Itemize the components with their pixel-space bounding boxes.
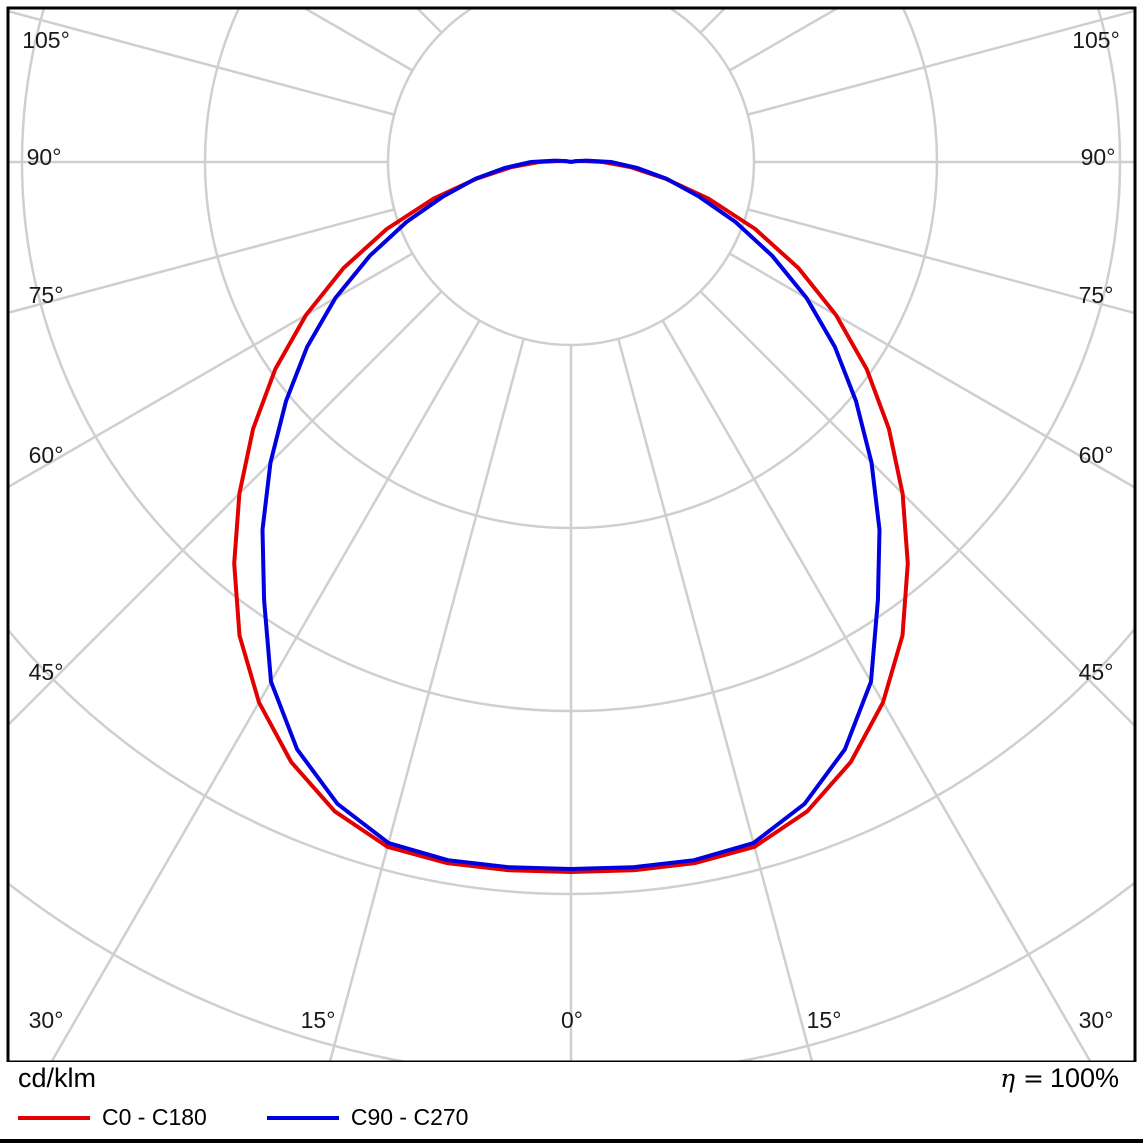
- angle-label: 15°: [807, 1007, 842, 1033]
- grid-radial-line: [8, 9, 395, 116]
- legend-label: C0 - C180: [102, 1104, 207, 1130]
- grid-ring: [386, 8, 756, 347]
- angle-label: 45°: [1079, 659, 1114, 685]
- legend-label: C90 - C270: [350, 1104, 469, 1130]
- grid-radial-line: [699, 290, 1135, 728]
- legend-item: C90 - C270: [266, 1104, 469, 1131]
- grid-radial-line: [49, 319, 481, 1062]
- angle-label: 30°: [1079, 1007, 1114, 1033]
- legend-item: C0 - C180: [18, 1104, 207, 1131]
- grid-radial-line: [0, 0, 480, 4]
- grid-radial-line: [8, 208, 395, 315]
- angle-label: 90°: [1081, 144, 1116, 170]
- grid-radial-line: [663, 0, 1143, 4]
- units-label: cd/klm: [18, 1063, 97, 1093]
- angle-label: 60°: [29, 442, 64, 468]
- legend-line-swatch: [266, 1115, 339, 1120]
- grid-radial-line: [728, 252, 1135, 490]
- angle-label: 45°: [29, 659, 64, 685]
- curve-c90-c270: [260, 158, 882, 871]
- grid-radial-line: [747, 208, 1135, 315]
- angle-label: 75°: [29, 282, 64, 308]
- grid-radial-line: [8, 290, 443, 727]
- angle-label: 15°: [301, 1007, 336, 1033]
- curve-c0-c180: [232, 159, 910, 874]
- chart-footer: cd/klm η = 100% C0 - C180 C90 - C270: [0, 1062, 1143, 1143]
- angle-label: 30°: [29, 1007, 64, 1033]
- grid-radial-line: [747, 9, 1135, 116]
- angle-label: 60°: [1079, 442, 1114, 468]
- legend: C0 - C180 C90 - C270: [18, 1104, 528, 1131]
- grid-radial-line: [328, 338, 525, 1062]
- grid-radial-line: [661, 319, 1093, 1062]
- angle-label: 75°: [1079, 282, 1114, 308]
- angle-label: 0°: [561, 1007, 583, 1033]
- angle-label: 90°: [27, 144, 62, 170]
- legend-line-swatch: [18, 1115, 90, 1120]
- angle-label: 105°: [22, 27, 70, 53]
- grid-radial-line: [8, 252, 414, 489]
- grid-radial-line: [617, 338, 814, 1062]
- eta-symbol: η =: [1000, 1064, 1044, 1093]
- angle-label: 105°: [1072, 27, 1120, 53]
- efficiency-label: η = 100%: [1000, 1063, 1119, 1094]
- efficiency-value: 100%: [1049, 1063, 1119, 1093]
